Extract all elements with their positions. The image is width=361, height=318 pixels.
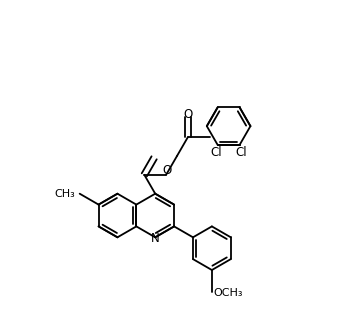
Text: CH₃: CH₃ (54, 189, 75, 199)
Text: O: O (183, 108, 192, 121)
Text: N: N (151, 232, 160, 245)
Text: Cl: Cl (236, 147, 247, 159)
Text: O: O (162, 164, 172, 177)
Text: OCH₃: OCH₃ (214, 288, 243, 298)
Text: Cl: Cl (210, 147, 222, 159)
